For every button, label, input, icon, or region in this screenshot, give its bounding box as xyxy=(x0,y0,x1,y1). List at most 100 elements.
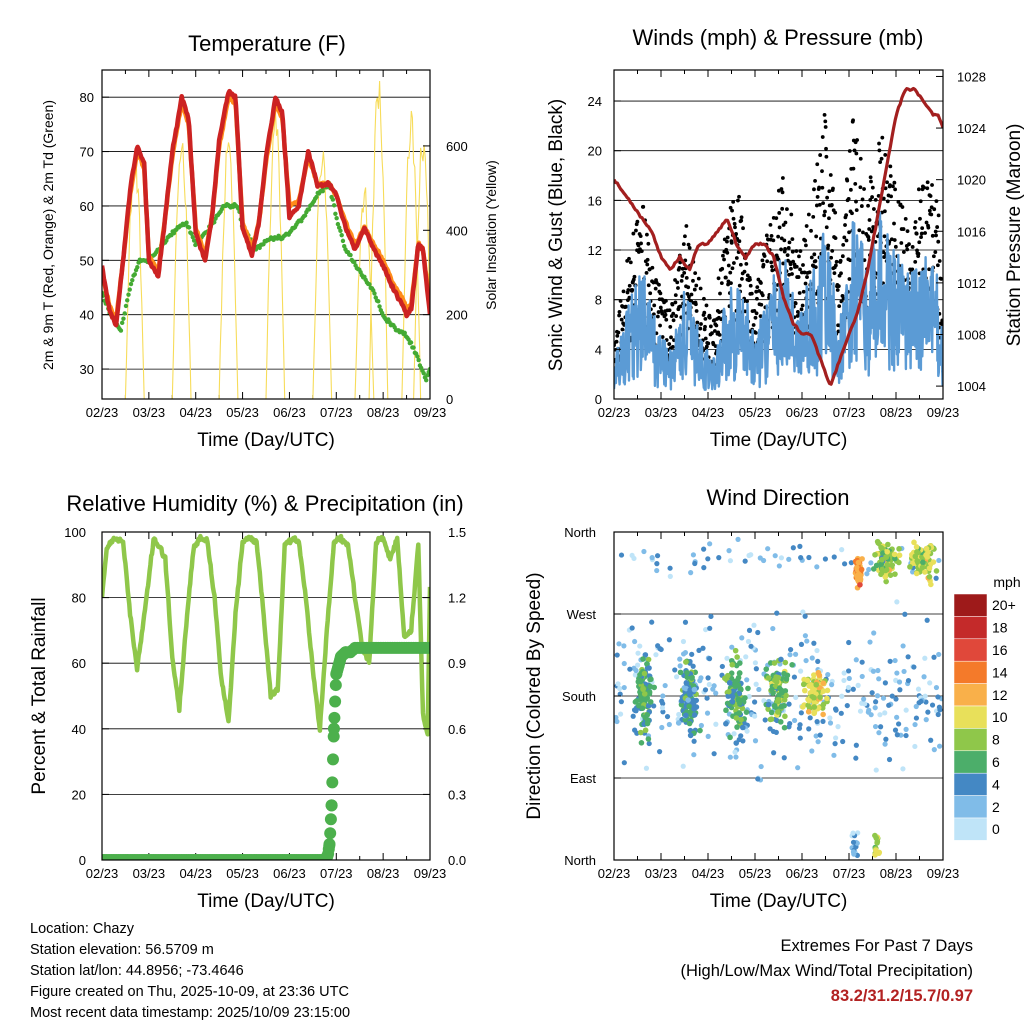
gust-point xyxy=(847,230,851,235)
gust-point xyxy=(893,187,898,192)
direction-point xyxy=(811,672,817,678)
precip-point xyxy=(339,646,352,659)
direction-point xyxy=(839,693,845,699)
direction-point xyxy=(630,713,636,719)
gust-point xyxy=(936,213,941,218)
gust-point xyxy=(714,323,719,328)
gust-point xyxy=(883,186,888,191)
gust-point xyxy=(752,308,757,313)
direction-point xyxy=(912,743,918,750)
gust-point xyxy=(815,195,820,199)
y-tick-label: 4 xyxy=(595,342,602,357)
direction-point xyxy=(885,541,891,548)
direction-point xyxy=(676,711,682,718)
y-tick-label: East xyxy=(570,771,596,786)
direction-point xyxy=(913,570,920,577)
y-right-tick-label: 1008 xyxy=(957,327,986,342)
direction-point xyxy=(644,712,651,718)
gust-point xyxy=(782,238,787,243)
x-axis-label: Time (Day/UTC) xyxy=(197,430,335,451)
direction-point xyxy=(729,644,735,650)
gust-point xyxy=(848,258,853,263)
direction-point xyxy=(913,703,919,710)
direction-point xyxy=(790,545,796,551)
direction-point xyxy=(640,656,646,662)
gust-point xyxy=(812,187,816,192)
direction-point xyxy=(862,701,868,707)
direction-point xyxy=(857,581,863,588)
gust-point xyxy=(736,198,740,203)
gust-point xyxy=(930,233,935,238)
direction-point xyxy=(868,560,874,566)
direction-point xyxy=(873,767,879,773)
y-tick-label: West xyxy=(567,607,597,622)
direction-point xyxy=(781,697,788,703)
direction-point xyxy=(882,710,888,716)
gust-point xyxy=(853,182,858,186)
direction-point xyxy=(858,566,865,573)
direction-point xyxy=(827,720,834,726)
direction-point xyxy=(732,749,738,755)
gust-point xyxy=(728,205,733,210)
direction-point xyxy=(901,668,907,675)
direction-point xyxy=(872,832,878,839)
gust-point xyxy=(631,277,636,282)
direction-point xyxy=(743,709,750,715)
legend-label: 18 xyxy=(992,620,1008,636)
gust-point xyxy=(817,185,821,190)
direction-point xyxy=(915,686,922,692)
gust-point xyxy=(696,276,701,281)
direction-point xyxy=(914,558,921,564)
direction-point xyxy=(727,734,733,741)
gust-point xyxy=(913,259,918,264)
gust-point xyxy=(731,199,736,204)
x-tick-label: 04/23 xyxy=(692,866,725,881)
gust-point xyxy=(844,238,849,243)
x-tick-label: 07/23 xyxy=(833,866,866,881)
direction-point xyxy=(772,553,778,559)
direction-point xyxy=(815,669,822,676)
gust-point xyxy=(757,289,762,293)
gust-point xyxy=(888,164,893,169)
gust-point xyxy=(868,198,873,202)
direction-point xyxy=(841,670,847,676)
gust-point xyxy=(870,185,875,190)
gust-point xyxy=(684,275,689,280)
gust-point xyxy=(850,211,854,216)
x-tick-label: 06/23 xyxy=(786,866,819,881)
y-axis-label: Sonic Wind & Gust (Blue, Black) xyxy=(546,99,567,371)
chart-title: Temperature (F) xyxy=(188,31,346,56)
gust-point xyxy=(741,226,745,231)
direction-point xyxy=(880,695,887,701)
y-right-tick-label: 0 xyxy=(446,392,453,407)
gust-point xyxy=(789,212,794,217)
legend-label: 20+ xyxy=(992,597,1016,613)
gust-point xyxy=(780,190,785,195)
direction-point xyxy=(848,560,854,566)
gust-point xyxy=(805,275,809,279)
direction-point xyxy=(719,663,725,670)
direction-point xyxy=(618,699,624,705)
gust-point xyxy=(833,236,838,241)
direction-point xyxy=(724,655,730,661)
dewpoint-point xyxy=(126,292,131,297)
gust-point xyxy=(803,238,808,243)
gust-point xyxy=(854,199,858,204)
direction-point xyxy=(733,740,740,746)
direction-point xyxy=(922,693,928,699)
direction-point xyxy=(777,719,784,725)
gust-point xyxy=(788,262,793,267)
gust-point xyxy=(785,207,789,212)
legend-label: 8 xyxy=(992,732,1000,748)
direction-point xyxy=(809,748,815,754)
gust-point xyxy=(870,195,874,199)
direction-point xyxy=(745,685,751,692)
direction-point xyxy=(742,695,748,701)
gust-point xyxy=(704,344,709,349)
gust-point xyxy=(825,195,830,200)
direction-point xyxy=(854,573,860,579)
gust-point xyxy=(645,232,649,237)
x-tick-label: 08/23 xyxy=(880,405,913,420)
gust-point xyxy=(882,209,887,214)
gust-point xyxy=(815,162,820,167)
